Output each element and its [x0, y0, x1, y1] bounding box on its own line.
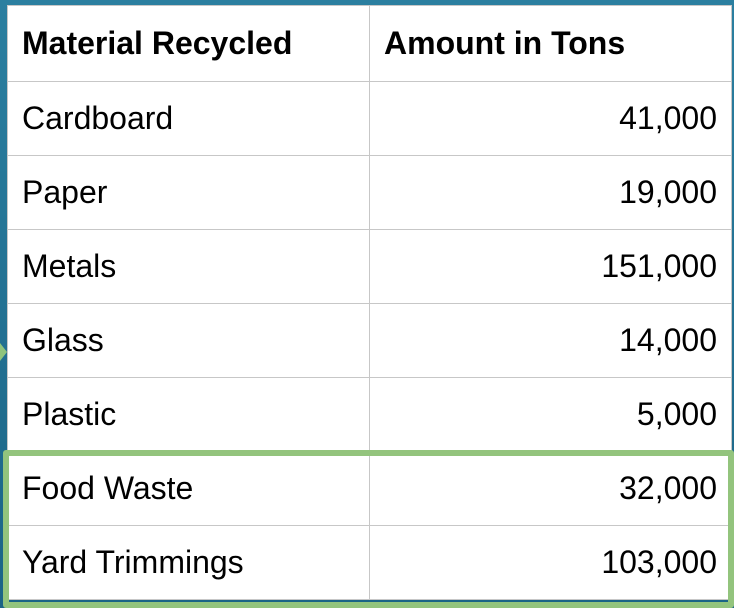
table-row: Paper 19,000 — [7, 155, 732, 230]
amount-cell: 5,000 — [369, 377, 732, 452]
material-cell: Plastic — [7, 377, 370, 452]
amount-cell: 41,000 — [369, 81, 732, 156]
table-row: Plastic 5,000 — [7, 377, 732, 452]
header-amount: Amount in Tons — [369, 5, 732, 82]
amount-cell: 19,000 — [369, 155, 732, 230]
table-row: Glass 14,000 — [7, 303, 732, 378]
material-cell: Paper — [7, 155, 370, 230]
header-material: Material Recycled — [7, 5, 370, 82]
material-cell: Glass — [7, 303, 370, 378]
material-cell: Metals — [7, 229, 370, 304]
table-row: Metals 151,000 — [7, 229, 732, 304]
material-cell: Food Waste — [7, 451, 370, 526]
amount-cell: 103,000 — [369, 525, 732, 600]
recycling-table: Material Recycled Amount in Tons Cardboa… — [7, 5, 732, 600]
table-header-row: Material Recycled Amount in Tons — [7, 5, 732, 82]
material-cell: Yard Trimmings — [7, 525, 370, 600]
left-pointer-arrow — [0, 343, 7, 361]
amount-cell: 32,000 — [369, 451, 732, 526]
table-row: Yard Trimmings 103,000 — [7, 525, 732, 600]
amount-cell: 14,000 — [369, 303, 732, 378]
material-cell: Cardboard — [7, 81, 370, 156]
table-row: Cardboard 41,000 — [7, 81, 732, 156]
amount-cell: 151,000 — [369, 229, 732, 304]
table-row: Food Waste 32,000 — [7, 451, 732, 526]
